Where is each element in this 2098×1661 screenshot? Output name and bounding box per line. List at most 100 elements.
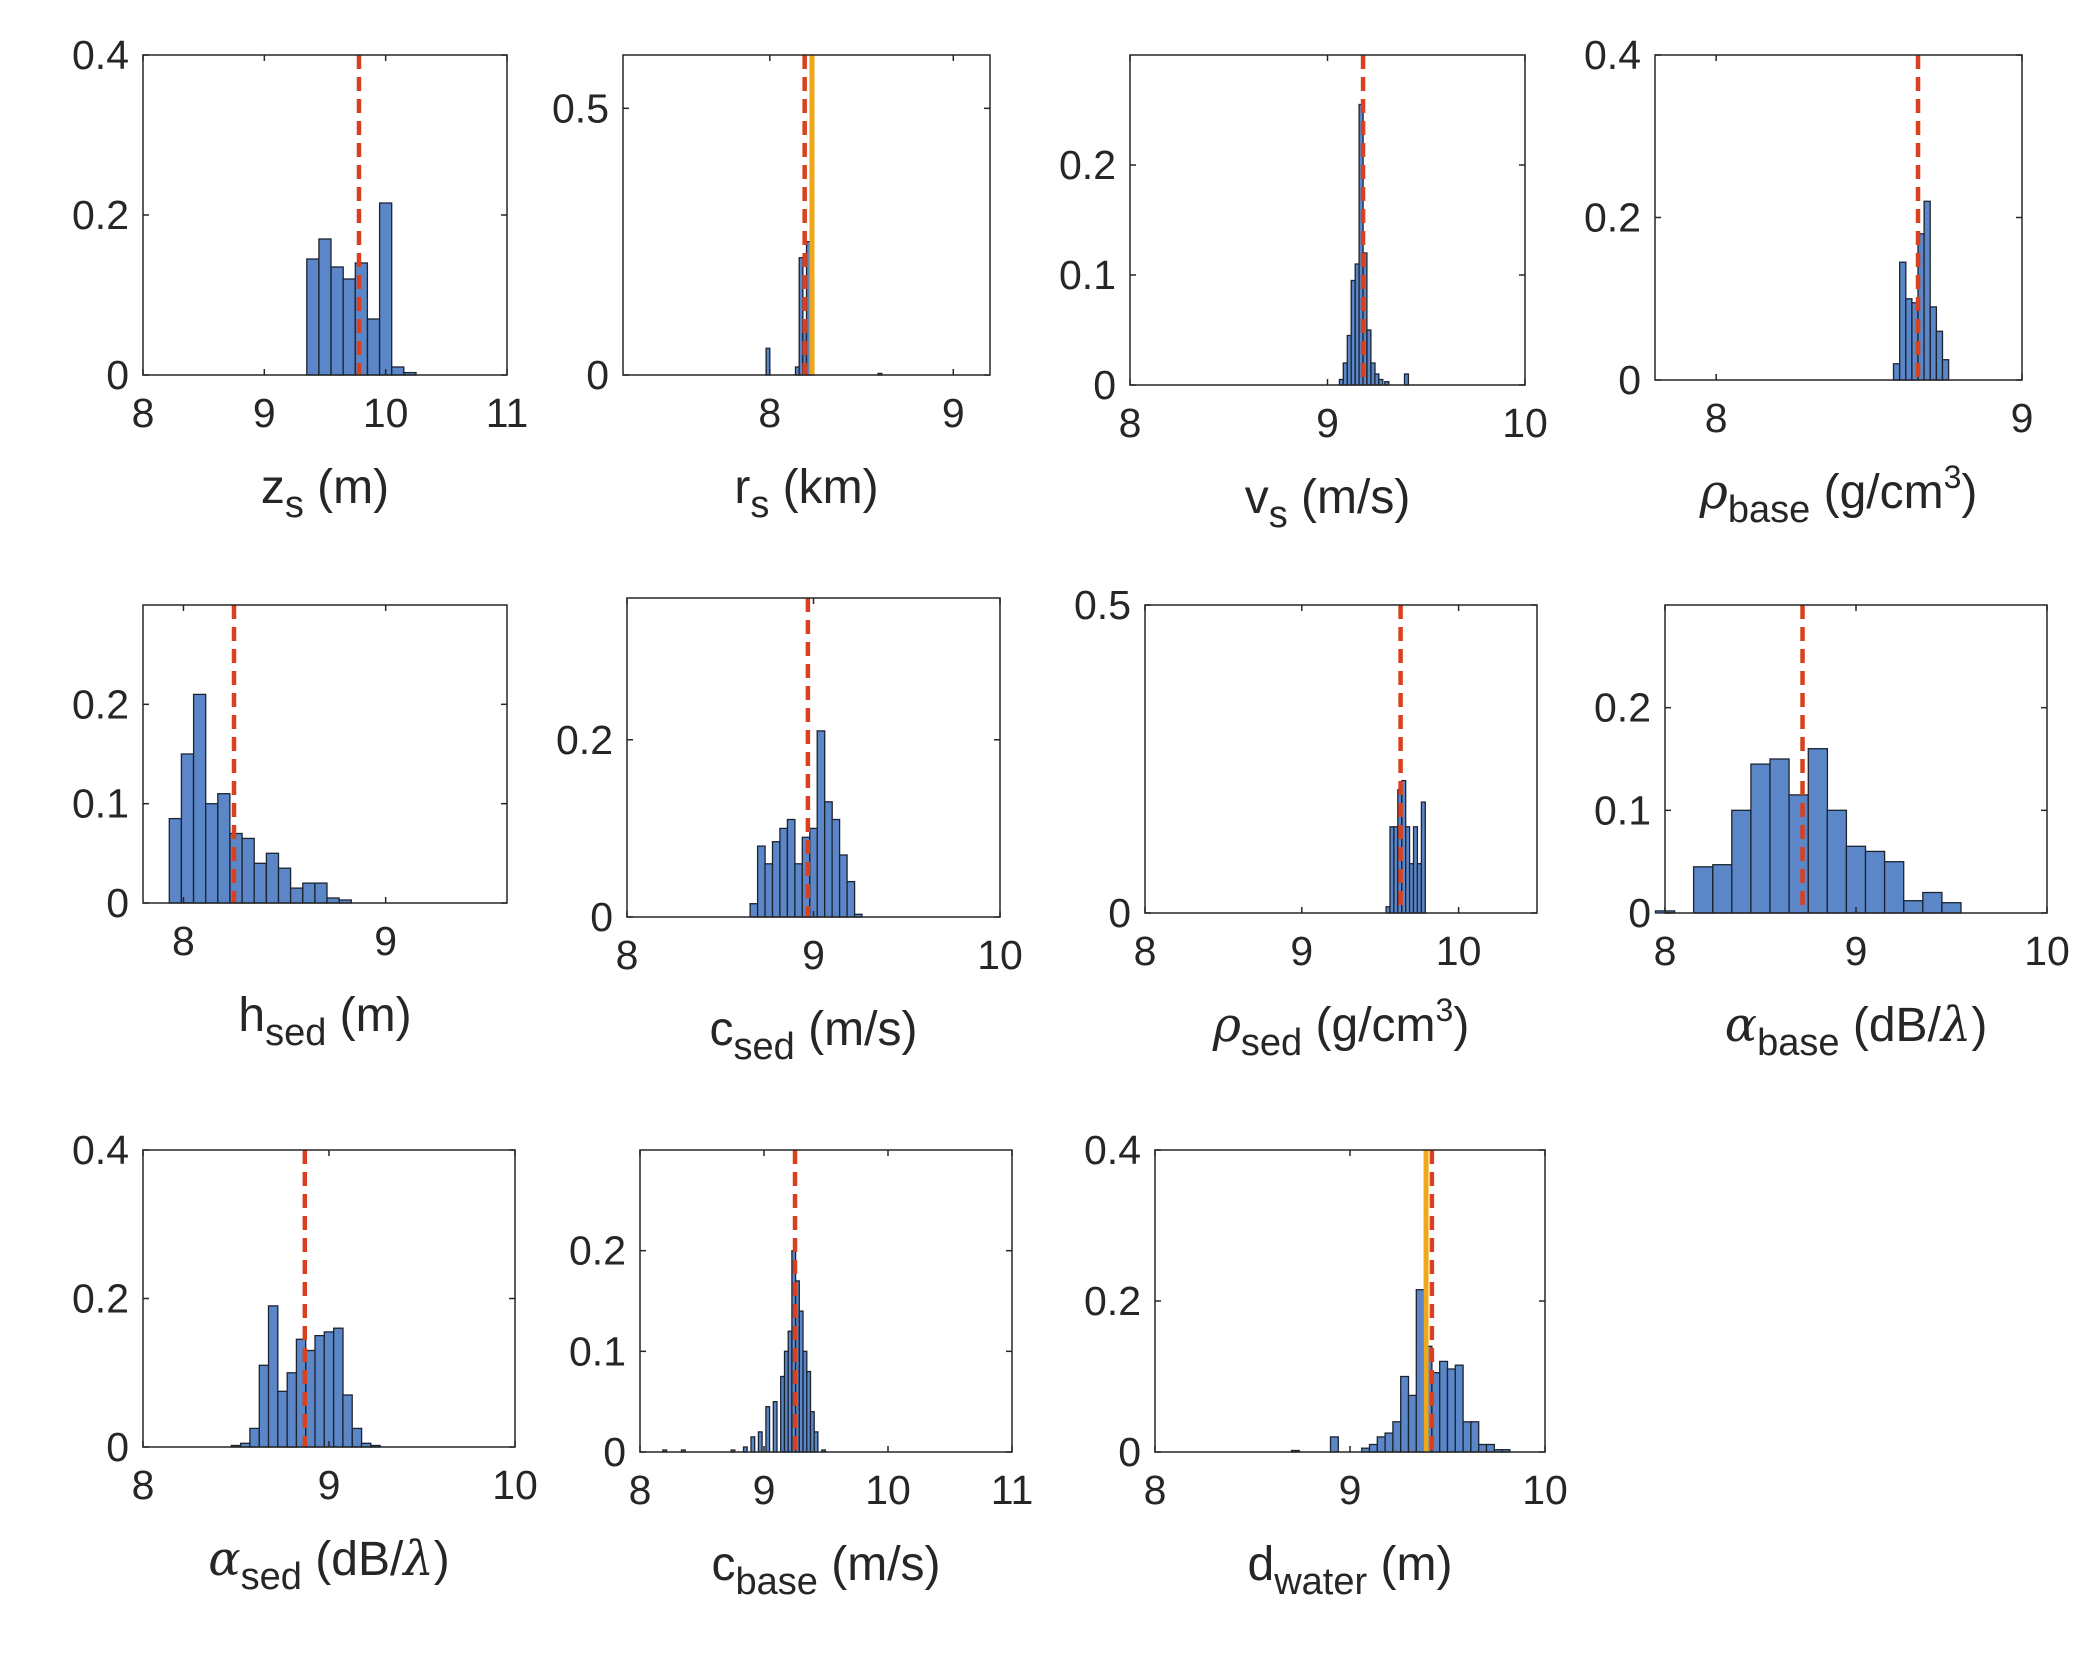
- label-subscript: sed: [241, 1556, 302, 1598]
- histogram-bar: [1462, 1421, 1472, 1453]
- label-subscript: s: [1269, 494, 1288, 536]
- subplot-hsed: 8 9 0 0.1 0.2 hsed (m): [72, 604, 508, 1054]
- histogram-bar: [1403, 373, 1410, 386]
- y-tick-label: 0.2: [1584, 195, 1641, 241]
- histogram-bar: [1750, 763, 1771, 914]
- x-axis-label: cbase (m/s): [711, 1538, 940, 1603]
- histogram-bar: [253, 862, 267, 904]
- label-subscript: s: [750, 484, 769, 526]
- y-tick-label: 0.2: [1059, 142, 1116, 188]
- histogram-bar: [302, 882, 316, 904]
- y-tick-label: 0: [106, 880, 129, 926]
- histogram-bar: [217, 793, 231, 904]
- histogram-bar: [267, 1305, 279, 1448]
- histogram-bar: [756, 845, 766, 918]
- label-subscript: s: [285, 484, 304, 526]
- histogram-bar: [798, 1310, 804, 1453]
- axes-box: [622, 54, 991, 376]
- histogram-bar: [314, 1334, 325, 1448]
- histogram-bar: [1935, 330, 1944, 381]
- histogram-bar: [391, 366, 405, 376]
- histogram-bar: [306, 258, 320, 376]
- x-tick-label: 9: [1316, 400, 1339, 446]
- histogram-bar: [305, 1349, 316, 1448]
- histogram-bar: [1941, 359, 1950, 381]
- histogram-bar: [1366, 329, 1372, 386]
- label-symbol: α: [208, 1531, 240, 1587]
- y-tick-label: 0.5: [1074, 582, 1131, 628]
- histogram-bar: [1807, 748, 1829, 914]
- x-axis-label: zs (m): [261, 461, 389, 526]
- y-tick-label: 0: [603, 1429, 626, 1475]
- histogram-bar: [286, 1372, 298, 1448]
- histogram-bar: [764, 863, 774, 918]
- axes-box: [1154, 1149, 1546, 1453]
- histogram-bar: [1845, 845, 1867, 914]
- label-symbol: c: [710, 1003, 734, 1056]
- x-tick-label: 9: [1290, 928, 1313, 974]
- histogram-bar: [831, 818, 841, 918]
- y-tick-label: 0: [1093, 362, 1116, 408]
- histogram-bar: [779, 827, 789, 918]
- histogram-bar: [1905, 298, 1913, 381]
- x-tick-label: 10: [1502, 400, 1548, 446]
- histogram-bar: [749, 903, 759, 918]
- x-tick-label: 9: [1845, 928, 1868, 974]
- axes-box: [142, 604, 508, 904]
- y-tick-label: 0: [1118, 1429, 1141, 1475]
- x-tick-label: 9: [318, 1462, 341, 1508]
- histogram-bar: [1929, 306, 1938, 381]
- x-tick-label: 11: [486, 390, 529, 436]
- histogram-bar: [330, 266, 344, 376]
- histogram-bar: [1416, 863, 1422, 914]
- x-axis-label: hsed (m): [238, 989, 411, 1054]
- histogram-bar: [342, 1394, 353, 1448]
- y-tick-label: 0.1: [72, 781, 129, 827]
- y-tick-label: 0.2: [72, 681, 129, 727]
- label-unit: (dB/: [1840, 999, 1942, 1052]
- x-tick-label: 10: [2024, 928, 2070, 974]
- x-tick-label: 10: [363, 390, 409, 436]
- histogram-bar: [816, 730, 826, 918]
- histogram-bar: [794, 863, 804, 918]
- axes-box: [1144, 604, 1538, 914]
- histogram-bar: [1368, 1443, 1378, 1453]
- label-symbol: h: [238, 989, 265, 1042]
- label-symbol: z: [261, 461, 285, 514]
- x-tick-label: 9: [802, 932, 825, 978]
- label-unit: (m): [326, 989, 411, 1042]
- label-unit: (m/s): [795, 1003, 918, 1056]
- histogram-bar: [1478, 1443, 1488, 1453]
- histogram-bar: [366, 318, 381, 376]
- label-symbol: α: [1725, 997, 1757, 1053]
- x-tick-label: 8: [616, 932, 639, 978]
- label-symbol: c: [711, 1538, 735, 1591]
- x-axis-label: dwater (m): [1248, 1538, 1453, 1603]
- y-tick-label: 0.1: [1594, 787, 1651, 833]
- label-unit-symbol: λ: [401, 1531, 433, 1587]
- y-tick-label: 0: [106, 352, 129, 398]
- x-tick-label: 8: [172, 918, 195, 964]
- histogram-bar: [1439, 1360, 1449, 1453]
- label-tail: ): [1453, 999, 1469, 1052]
- x-axis-label: αsed (dB/λ): [208, 1531, 449, 1598]
- y-tick-label: 0.4: [1584, 32, 1641, 78]
- label-superscript: 3: [1436, 992, 1454, 1028]
- histogram-bar: [314, 882, 328, 904]
- histogram-bar: [249, 1427, 260, 1448]
- histogram-bar: [342, 278, 356, 376]
- x-tick-label: 8: [132, 1462, 155, 1508]
- subplot-csed: 8 9 10 0 0.2 csed (m/s): [556, 597, 1023, 1068]
- histogram-bar: [1941, 902, 1962, 914]
- histogram-bar: [289, 887, 304, 904]
- x-axis-label: ρsed (g/cm3): [1212, 992, 1470, 1064]
- histogram-bar: [1420, 801, 1426, 914]
- x-axis-label: vs (m/s): [1245, 471, 1411, 536]
- y-tick-label: 0.2: [1084, 1278, 1141, 1324]
- histogram-bar: [786, 818, 796, 918]
- y-tick-label: 0: [1628, 890, 1651, 936]
- y-tick-label: 0: [586, 352, 609, 398]
- histogram-bar: [1731, 809, 1752, 914]
- x-tick-label: 8: [1119, 400, 1142, 446]
